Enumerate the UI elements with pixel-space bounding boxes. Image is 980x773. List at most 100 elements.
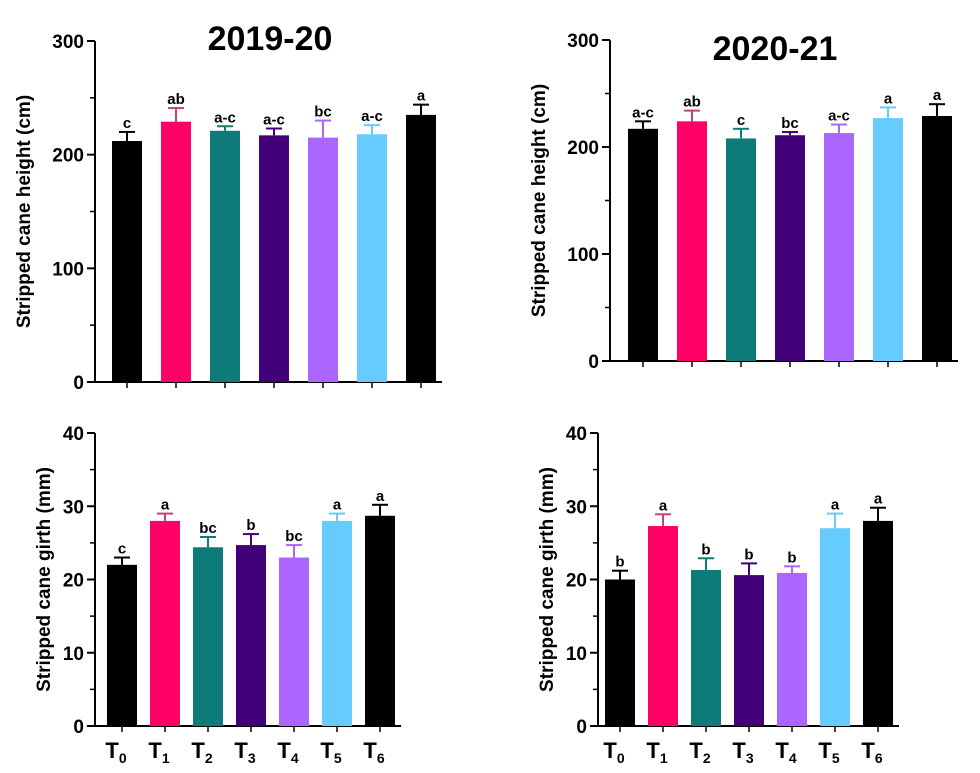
y-axis-label: Stripped cane girth (mm) [537,467,558,692]
bar-T0 [605,579,635,726]
bar-T2 [210,130,240,382]
x-tick-label: T6 [363,738,384,766]
significance-letter: b [787,549,796,566]
y-tick-label: 20 [566,571,587,592]
significance-letter: a [659,497,668,514]
significance-letter: a [933,87,942,104]
bar-T0 [628,128,658,361]
significance-letter: a-c [361,108,383,125]
significance-letter: ab [167,91,185,108]
chart-panel-2: 0 100 200 300 Stripped cane height (cm) 2020-… [529,30,958,373]
y-tick-label: 200 [567,138,599,159]
bar-T6 [922,115,952,361]
x-tick-subscript: 5 [334,750,342,766]
x-tick-subscript: 6 [875,750,883,766]
bar-T4 [777,572,807,726]
x-tick-subscript: 0 [617,750,625,766]
significance-letter: a [333,497,342,514]
x-tick-label: T1 [646,738,667,766]
significance-letter: b [701,541,710,558]
bar-T3 [775,135,805,361]
bar-T2 [691,569,721,726]
significance-letter: bc [781,115,799,132]
significance-letter: ab [683,94,701,111]
significance-letter: bc [314,104,332,121]
y-tick-label: 10 [566,644,587,665]
y-tick-label: 100 [567,245,599,266]
x-tick-subscript: 1 [162,750,170,766]
bar-T3 [236,545,266,726]
bar-T5 [873,118,903,361]
y-axis-label: Stripped cane height (cm) [14,95,35,328]
y-tick-label: 30 [63,497,84,518]
x-tick-label: T6 [861,738,882,766]
bar-T3 [734,575,764,726]
x-tick-label: T1 [148,738,169,766]
y-axis-label: Stripped cane height (cm) [529,84,550,317]
chart-title: 2019-20 [208,20,333,58]
x-tick-subscript: 3 [248,750,256,766]
y-tick-label: 10 [63,644,84,665]
bar-T3 [259,135,289,382]
significance-letter: a-c [263,112,285,129]
y-axis-label: Stripped cane girth (mm) [34,467,55,692]
x-tick-label: T2 [689,738,710,766]
x-tick-subscript: 4 [789,750,797,766]
x-tick-subscript: 2 [703,750,711,766]
bar-T5 [357,134,387,382]
bar-T0 [112,141,142,382]
significance-letter: a [417,88,426,105]
y-tick-label: 40 [566,424,587,445]
x-tick-label: T5 [320,738,341,766]
y-tick-label: 20 [63,571,84,592]
x-tick-subscript: 0 [119,750,127,766]
significance-letter: bc [285,528,303,545]
x-tick-label: T4 [277,738,298,766]
bar-T5 [322,520,352,726]
y-tick-label: 0 [73,717,84,738]
x-tick-subscript: 1 [660,750,668,766]
bar-T6 [406,114,436,382]
x-tick-subscript: 2 [205,750,213,766]
significance-letter: a-c [828,108,850,125]
bar-T6 [365,515,395,726]
bar-T4 [279,557,309,726]
chart-panel-1: 0 100 200 300 Stripped cane height (cm) 2019-… [14,20,442,394]
bar-T1 [150,520,180,726]
significance-letter: c [737,112,745,129]
x-tick-label: T2 [191,738,212,766]
y-tick-label: 30 [566,497,587,518]
x-tick-subscript: 6 [377,750,385,766]
bar-T1 [648,526,678,726]
bar-T2 [726,138,756,361]
significance-letter: b [615,554,624,571]
bar-T2 [193,547,223,726]
significance-letter: a-c [632,104,654,121]
significance-letter: b [246,517,255,534]
significance-letter: a-c [214,109,236,126]
y-tick-label: 300 [52,32,84,53]
y-tick-label: 0 [576,717,587,738]
bar-T1 [161,121,191,382]
bar-T5 [820,528,850,726]
bar-T4 [308,137,338,382]
x-tick-subscript: 3 [746,750,754,766]
bar-T6 [863,520,893,726]
bar-T4 [824,133,854,361]
significance-letter: a [874,491,883,508]
y-tick-label: 300 [567,31,599,52]
significance-letter: b [744,546,753,563]
x-tick-label: T4 [775,738,796,766]
significance-letter: a [831,497,840,514]
bar-T0 [107,564,137,726]
y-tick-label: 0 [588,352,599,373]
x-tick-label: T5 [818,738,839,766]
x-tick-label: T0 [105,738,126,766]
x-tick-subscript: 5 [832,750,840,766]
significance-letter: c [118,541,126,558]
y-tick-label: 100 [52,259,84,280]
significance-letter: a [376,488,385,505]
